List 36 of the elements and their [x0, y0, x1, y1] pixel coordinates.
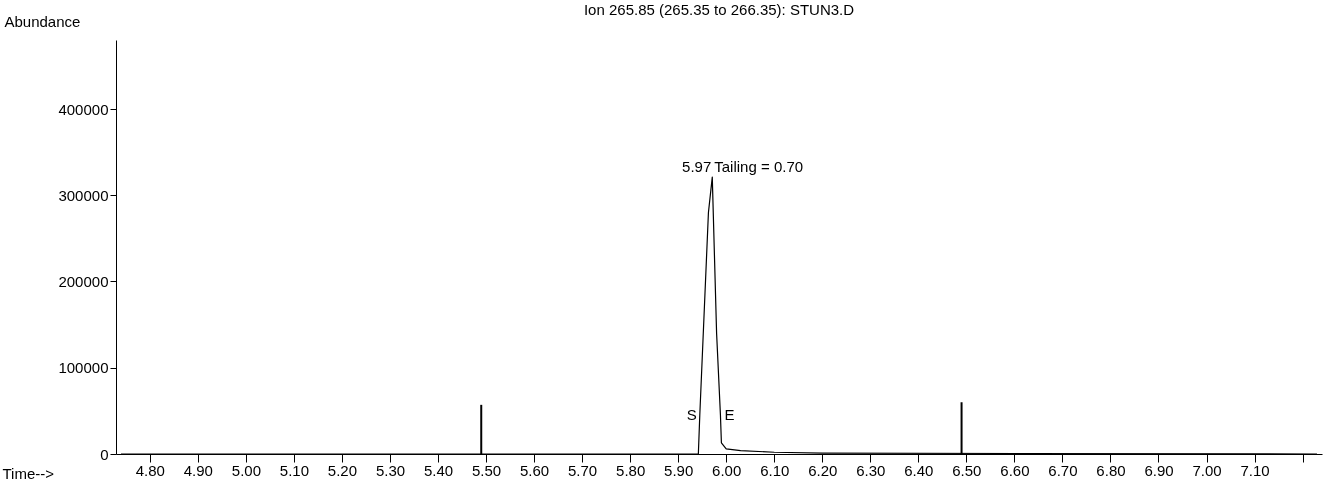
x-tick-label: 4.90 — [183, 461, 213, 479]
annotation: S — [686, 406, 697, 424]
annotation: Tailing = 0.70 — [714, 158, 804, 176]
y-tick-label: 0 — [100, 445, 109, 463]
x-tick-label: 5.60 — [519, 461, 550, 479]
x-tick-label: 6.30 — [856, 461, 886, 479]
y-tick-label: 100000 — [58, 359, 109, 377]
x-tick-label: 4.80 — [135, 461, 165, 479]
x-tick-label: 5.40 — [423, 461, 454, 479]
x-tick-label: 5.90 — [664, 461, 694, 479]
x-tick-label: 6.00 — [712, 461, 742, 479]
x-tick-label: 5.00 — [231, 461, 261, 479]
x-tick-label: 5.80 — [616, 461, 646, 479]
y-tick-label: 300000 — [58, 186, 109, 204]
chart-title: Ion 265.85 (265.35 to 266.35): STUN3.D — [583, 1, 855, 18]
y-tick-label: 400000 — [58, 100, 109, 118]
x-tick-label: 6.20 — [808, 461, 838, 479]
x-tick-label: 7.10 — [1240, 461, 1270, 479]
annotation: E — [724, 406, 735, 424]
x-tick-label: 5.50 — [471, 461, 502, 479]
annotation: 5.97 — [682, 158, 712, 176]
x-tick-label: 6.80 — [1096, 461, 1126, 479]
x-tick-label: 5.10 — [279, 461, 310, 479]
y-axis-title: Abundance — [4, 12, 81, 30]
x-axis-title: Time--> — [2, 464, 55, 482]
x-tick-label: 5.20 — [327, 461, 358, 479]
x-tick-label: 6.50 — [952, 461, 982, 479]
x-tick-label: 6.10 — [760, 461, 790, 479]
x-tick-label: 5.70 — [568, 461, 598, 479]
x-tick-label: 7.00 — [1192, 461, 1222, 479]
x-tick-label: 6.70 — [1048, 461, 1078, 479]
y-tick-label: 200000 — [58, 273, 109, 290]
x-tick-label: 6.40 — [904, 461, 934, 479]
x-tick-label: 5.30 — [375, 461, 406, 479]
x-tick-label: 6.60 — [1000, 461, 1030, 479]
x-tick-label: 6.90 — [1144, 461, 1174, 479]
